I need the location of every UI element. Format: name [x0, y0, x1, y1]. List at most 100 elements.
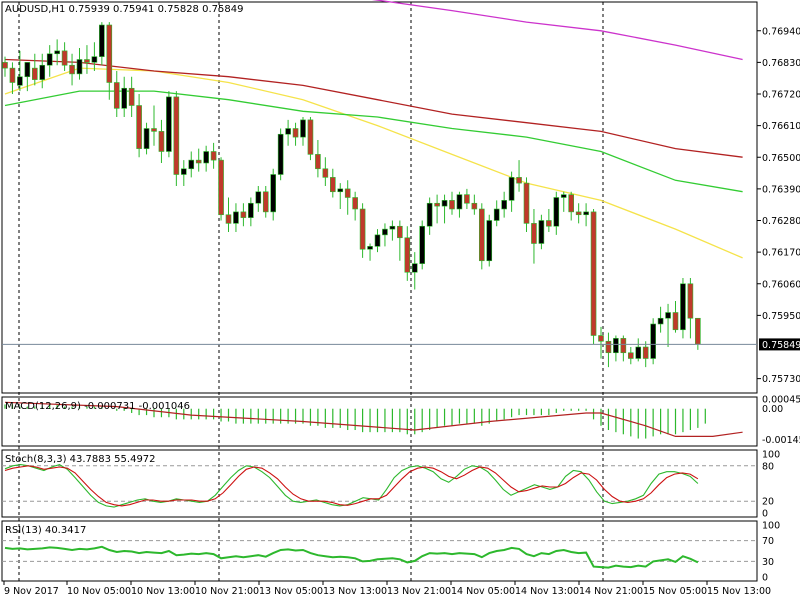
candle[interactable] [486, 214, 493, 267]
candle[interactable] [322, 157, 329, 186]
candle[interactable] [516, 160, 522, 192]
candle[interactable] [382, 223, 388, 247]
candle[interactable] [210, 142, 217, 169]
candle[interactable] [531, 209, 537, 264]
candle[interactable] [181, 160, 187, 186]
candle[interactable] [188, 151, 195, 178]
candle[interactable] [158, 119, 165, 163]
candle[interactable] [523, 177, 530, 232]
candle[interactable] [255, 186, 262, 212]
candle-body [315, 154, 321, 170]
candle[interactable] [546, 209, 552, 232]
pane-border-main [1, 1, 758, 394]
candle[interactable] [121, 76, 127, 117]
candle[interactable] [277, 128, 284, 181]
candle[interactable] [501, 191, 507, 218]
candle[interactable] [225, 197, 232, 233]
candle[interactable] [605, 332, 612, 368]
candle[interactable] [411, 252, 418, 290]
candle[interactable] [248, 197, 254, 227]
candle[interactable] [560, 191, 567, 212]
candle[interactable] [84, 45, 90, 74]
candle[interactable] [493, 200, 500, 227]
candle[interactable] [233, 203, 239, 232]
candle[interactable] [166, 91, 172, 158]
candle[interactable] [203, 145, 209, 172]
candle[interactable] [285, 119, 291, 146]
candle[interactable] [61, 42, 68, 71]
candle[interactable] [91, 42, 98, 71]
candle[interactable] [471, 194, 478, 215]
candle[interactable] [397, 220, 403, 261]
candle[interactable] [665, 303, 671, 347]
candle[interactable] [195, 148, 202, 172]
candle[interactable] [136, 94, 142, 158]
candle[interactable] [173, 91, 180, 186]
candle[interactable] [583, 203, 589, 227]
candle[interactable] [672, 301, 679, 333]
candle[interactable] [687, 278, 694, 339]
candle[interactable] [69, 53, 75, 86]
candle[interactable] [449, 191, 455, 215]
candle[interactable] [598, 326, 604, 359]
candle[interactable] [17, 50, 23, 92]
candle[interactable] [270, 168, 277, 221]
candle[interactable] [404, 226, 411, 281]
candle[interactable] [292, 122, 299, 146]
candle[interactable] [76, 48, 83, 80]
candle[interactable] [590, 209, 597, 345]
macd-pane[interactable] [4, 401, 743, 439]
candle[interactable] [478, 203, 485, 270]
candle[interactable] [650, 318, 656, 365]
candle[interactable] [434, 194, 440, 224]
candle[interactable] [329, 168, 336, 198]
candle[interactable] [54, 39, 60, 66]
candle[interactable] [613, 335, 619, 362]
candle[interactable] [419, 220, 426, 270]
candle[interactable] [464, 188, 470, 209]
candle[interactable] [538, 214, 545, 250]
candle[interactable] [635, 338, 642, 362]
candle[interactable] [337, 183, 344, 209]
candle[interactable] [344, 180, 351, 215]
candle[interactable] [568, 191, 575, 221]
candle[interactable] [389, 220, 396, 241]
candle[interactable] [315, 140, 321, 178]
candle[interactable] [627, 347, 634, 365]
candle[interactable] [456, 191, 463, 218]
candle[interactable] [24, 62, 31, 92]
candle[interactable] [262, 186, 269, 218]
candle[interactable] [240, 203, 247, 227]
candle[interactable] [300, 117, 306, 146]
candle[interactable] [39, 53, 46, 89]
candle[interactable] [374, 229, 381, 253]
candle[interactable] [46, 45, 53, 77]
candle[interactable] [99, 22, 105, 66]
candle[interactable] [31, 53, 38, 86]
candle[interactable] [508, 171, 515, 212]
price-pane[interactable] [2, 0, 757, 368]
candle[interactable] [426, 197, 433, 235]
candle[interactable] [113, 71, 120, 117]
rsi-pane[interactable] [2, 540, 757, 569]
candle[interactable] [307, 117, 314, 161]
candle[interactable] [359, 203, 366, 258]
candle[interactable] [441, 194, 448, 224]
candle[interactable] [657, 306, 664, 333]
candle[interactable] [218, 157, 224, 221]
candle[interactable] [9, 62, 16, 94]
candle[interactable] [620, 335, 627, 362]
candle[interactable] [143, 122, 150, 155]
candle[interactable] [553, 191, 560, 235]
stochastic-pane[interactable] [2, 464, 757, 508]
candle[interactable] [680, 278, 686, 339]
candle[interactable] [2, 56, 8, 77]
candle[interactable] [575, 203, 582, 224]
candle[interactable] [352, 191, 358, 221]
candle[interactable] [642, 341, 649, 368]
candle[interactable] [128, 76, 135, 117]
candle[interactable] [367, 243, 373, 261]
candle[interactable] [151, 105, 157, 146]
candle[interactable] [106, 22, 113, 100]
